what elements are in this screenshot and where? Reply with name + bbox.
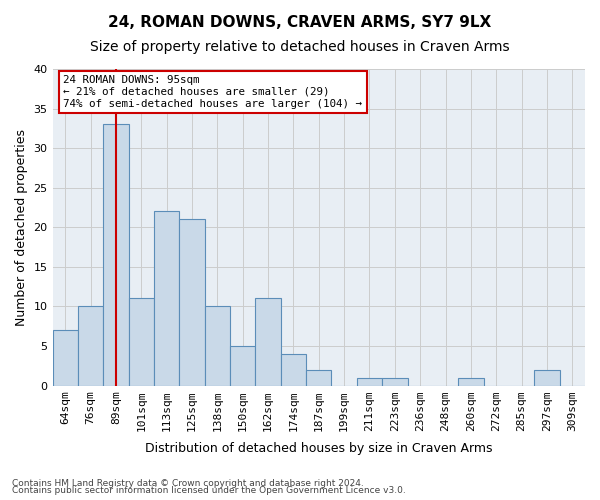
Bar	[382, 378, 407, 386]
Text: Contains public sector information licensed under the Open Government Licence v3: Contains public sector information licen…	[12, 486, 406, 495]
Bar	[281, 354, 306, 386]
X-axis label: Distribution of detached houses by size in Craven Arms: Distribution of detached houses by size …	[145, 442, 493, 455]
Bar	[357, 378, 382, 386]
Text: 24, ROMAN DOWNS, CRAVEN ARMS, SY7 9LX: 24, ROMAN DOWNS, CRAVEN ARMS, SY7 9LX	[109, 15, 491, 30]
Bar	[78, 306, 103, 386]
Text: 24 ROMAN DOWNS: 95sqm
← 21% of detached houses are smaller (29)
74% of semi-deta: 24 ROMAN DOWNS: 95sqm ← 21% of detached …	[63, 76, 362, 108]
Bar	[205, 306, 230, 386]
Text: Size of property relative to detached houses in Craven Arms: Size of property relative to detached ho…	[90, 40, 510, 54]
Bar	[256, 298, 281, 386]
Bar	[154, 212, 179, 386]
Bar	[306, 370, 331, 386]
Bar	[53, 330, 78, 386]
Text: Contains HM Land Registry data © Crown copyright and database right 2024.: Contains HM Land Registry data © Crown c…	[12, 478, 364, 488]
Bar	[128, 298, 154, 386]
Bar	[534, 370, 560, 386]
Bar	[230, 346, 256, 386]
Y-axis label: Number of detached properties: Number of detached properties	[15, 129, 28, 326]
Bar	[179, 220, 205, 386]
Bar	[458, 378, 484, 386]
Bar	[103, 124, 128, 386]
